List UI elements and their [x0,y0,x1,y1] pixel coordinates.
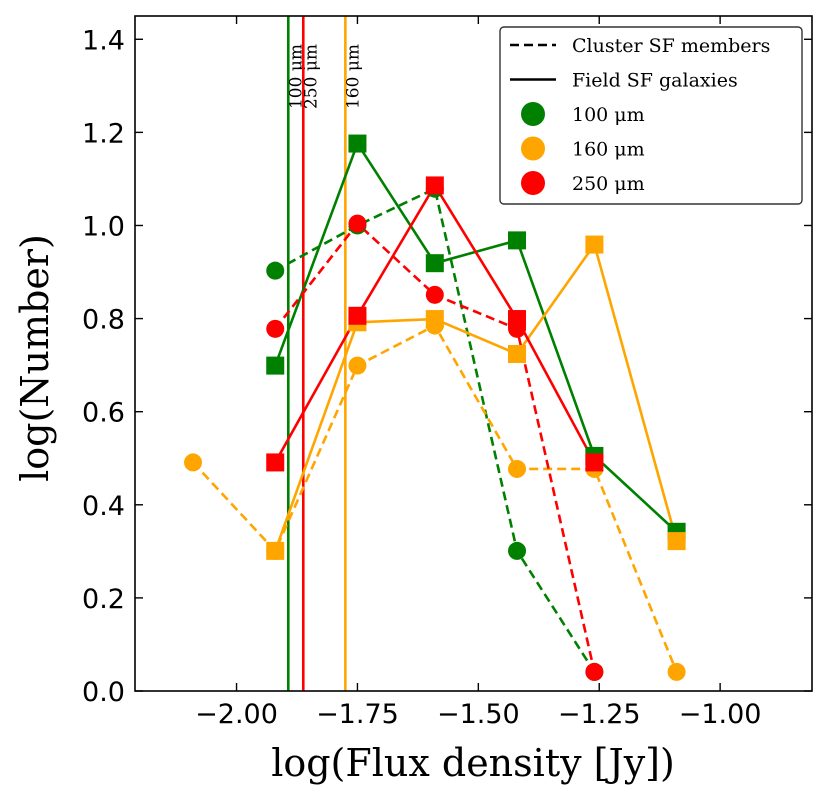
vline-label-100: 100 μm [286,44,306,109]
legend-box [499,26,803,205]
point-250-field [585,453,604,472]
vline-label-250: 250 μm [301,44,321,109]
point-100-field [425,254,444,273]
point-160-cluster [348,356,367,375]
x-tick-label: −1.25 [558,699,641,730]
point-160-cluster [184,453,203,472]
point-250-cluster [425,285,444,304]
point-250-cluster [348,214,367,233]
point-100-field [508,231,527,250]
x-axis-title: log(Flux density [Jy]) [271,741,675,785]
point-100-field [266,356,285,375]
y-tick-label: 1.4 [82,25,125,56]
point-100-cluster [266,261,285,280]
x-tick-label: −1.00 [679,699,762,730]
point-250-field [348,306,367,325]
x-tick-label: −2.00 [195,699,278,730]
data-series [184,134,686,681]
legend-marker-100 [521,102,545,126]
point-250-cluster [266,319,285,338]
x-tick-label: −1.75 [316,699,399,730]
point-160-field [508,344,527,363]
y-tick-label: 0.4 [82,491,125,522]
legend-label: 250 μm [572,173,645,195]
series-line-100-cluster [274,187,596,673]
y-tick-label: 1.2 [82,118,125,149]
vline-label-160: 160 μm [343,44,363,109]
legend: Cluster SF members Field SF galaxies 100 μ… [499,26,803,205]
point-160-cluster [667,662,686,681]
point-100-cluster [508,541,527,560]
y-tick-label: 0.0 [82,677,125,708]
series-line-160-cluster [192,324,678,673]
y-axis-title: log(Number) [13,234,57,482]
point-250-cluster [585,662,604,681]
legend-label: 100 μm [572,104,645,126]
point-160-cluster [508,459,527,478]
point-160-field [585,235,604,254]
x-tick-label: −1.50 [437,699,520,730]
point-250-field [266,453,285,472]
y-tick-label: 0.2 [82,584,125,615]
point-160-field [425,310,444,329]
point-100-field [348,134,367,153]
legend-label: 160 μm [572,139,645,161]
y-tick-label: 0.8 [82,305,125,336]
point-160-field [667,532,686,551]
plot-frame [134,15,813,692]
y-tick-label: 0.6 [82,398,125,429]
point-250-field [425,176,444,195]
legend-marker-250 [521,171,545,195]
legend-label: Field SF galaxies [572,70,738,92]
y-tick-label: 1.0 [82,211,125,242]
legend-label: Cluster SF members [572,35,770,57]
axes: −2.00 −1.75 −1.50 −1.25 −1.00 0.0 0.2 0.4 0.6 0.8… [82,15,813,730]
series-line-160-field [274,243,678,552]
point-250-field [508,310,527,329]
legend-marker-160 [521,136,545,161]
point-160-field [266,541,285,560]
